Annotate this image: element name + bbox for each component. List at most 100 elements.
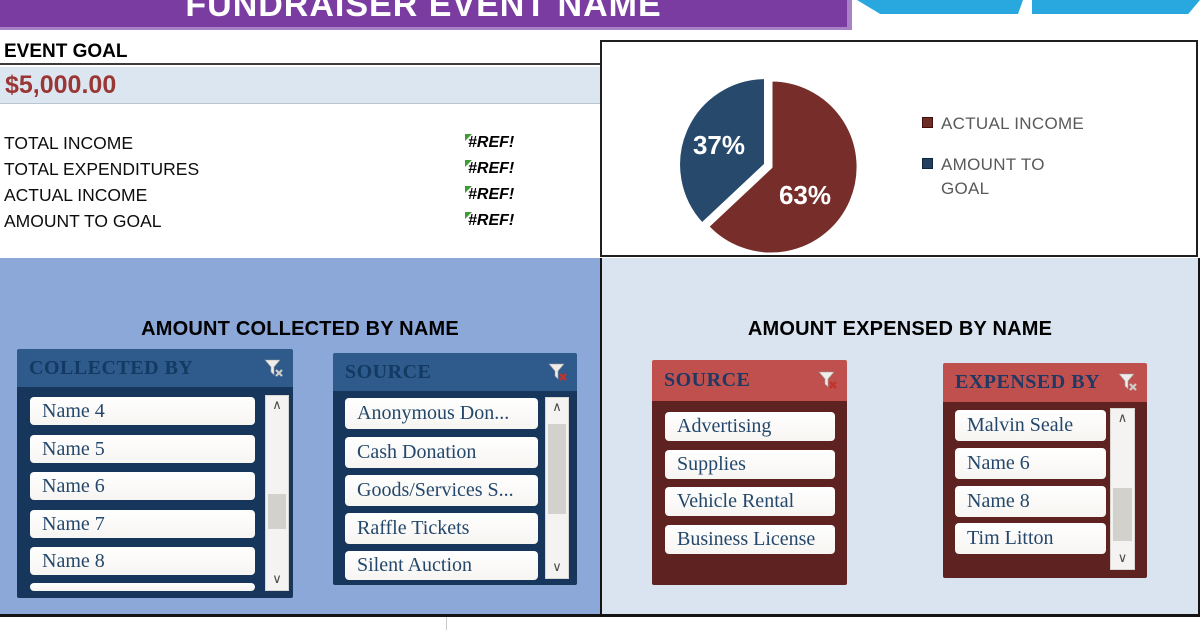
nav-arrow-icon[interactable]	[1032, 0, 1200, 14]
pie-slice-actual-income	[706, 78, 860, 256]
summary-label: ACTUAL INCOME	[4, 185, 148, 205]
slicer-expensed-by: EXPENSED BY Malvin Seale Name 6 Name 8 T…	[943, 363, 1147, 578]
slicer-item-label: Business License	[677, 528, 816, 550]
page-title: FUNDRAISER EVENT NAME	[185, 0, 662, 24]
slicer-item-label: Name 8	[42, 549, 105, 572]
scroll-down-icon[interactable]: ∨	[1117, 551, 1128, 566]
slicer-item[interactable]: Advertising	[665, 412, 835, 441]
scrollbar-thumb[interactable]	[548, 424, 566, 514]
slicer-item[interactable]: Anonymous Don...	[345, 398, 538, 429]
scrollbar[interactable]: ∧ ∨	[1110, 408, 1135, 570]
legend-label: AMOUNT TO GOAL	[941, 155, 1045, 199]
slicer-item[interactable]: Name 5	[30, 435, 255, 463]
slicer-item[interactable]: Tim Litton	[955, 523, 1106, 554]
summary-label: AMOUNT TO GOAL	[4, 211, 162, 231]
slicer-item[interactable]: Name 6	[30, 472, 255, 500]
slicer-expense-source: SOURCE Advertising Supplies Vehicle Rent…	[652, 360, 847, 585]
slicer-item[interactable]: Business License	[665, 525, 835, 554]
summary-value-cell[interactable]: #REF!	[468, 134, 515, 151]
slicer-header-label: SOURCE	[345, 360, 432, 383]
event-goal-cell[interactable]: $5,000.00	[0, 67, 600, 104]
chart-legend: ACTUAL INCOME AMOUNT TO GOAL	[922, 112, 1092, 218]
slicer-header-source: SOURCE	[333, 353, 577, 391]
slicer-item-partial[interactable]	[30, 583, 255, 591]
slicer-item-label: Cash Donation	[357, 441, 477, 463]
slicer-header-label: SOURCE	[664, 369, 751, 391]
slicer-item[interactable]: Name 8	[955, 486, 1106, 517]
slicer-item[interactable]: Vehicle Rental	[665, 487, 835, 516]
error-indicator-icon	[465, 134, 472, 141]
slicer-item-label: Goods/Services S...	[357, 479, 514, 501]
slicer-item-label: Vehicle Rental	[677, 490, 795, 512]
slicer-header-expensed-by: EXPENSED BY	[943, 363, 1147, 402]
clear-filter-icon[interactable]	[547, 363, 568, 382]
scroll-up-icon[interactable]: ∧	[552, 400, 562, 415]
scroll-down-icon[interactable]: ∨	[552, 560, 562, 575]
pie-label-37: 37%	[693, 130, 745, 160]
slicer-header-source: SOURCE	[652, 360, 847, 401]
scrollbar-thumb[interactable]	[268, 494, 286, 529]
slicer-item[interactable]: Cash Donation	[345, 437, 538, 468]
slicer-item-label: Raffle Tickets	[357, 517, 470, 539]
scroll-up-icon[interactable]: ∧	[272, 398, 282, 413]
slicer-item[interactable]: Malvin Seale	[955, 410, 1106, 441]
scrollbar[interactable]: ∧ ∨	[265, 395, 289, 591]
summary-value-cell[interactable]: #REF!	[468, 212, 515, 229]
error-indicator-icon	[465, 186, 472, 193]
expensed-section-title: AMOUNT EXPENSED BY NAME	[747, 318, 1053, 340]
slicer-item-label: Anonymous Don...	[357, 402, 510, 424]
slicer-item[interactable]: Name 7	[30, 510, 255, 538]
slicer-item[interactable]: Name 4	[30, 397, 255, 425]
slicer-item-label: Name 5	[42, 437, 105, 460]
clear-filter-icon[interactable]	[817, 371, 838, 390]
pie-label-63: 63%	[779, 180, 831, 210]
slicer-item-label: Supplies	[677, 453, 746, 475]
summary-label: TOTAL EXPENDITURES	[4, 159, 200, 179]
slicer-item-label: Name 4	[42, 399, 105, 422]
error-indicator-icon	[465, 212, 472, 219]
pie-chart-svg: 37% 63%	[677, 76, 860, 256]
slicer-item-label: Name 6	[42, 474, 105, 497]
slicer-item-label: Name 6	[967, 452, 1030, 474]
slicer-item[interactable]: Raffle Tickets	[345, 513, 538, 544]
slicer-collected-by: COLLECTED BY Name 4 Name 5 Name 6 Name 7…	[17, 349, 293, 598]
nav-arrow-icon[interactable]	[857, 0, 1023, 14]
collected-section-title: AMOUNT COLLECTED BY NAME	[141, 318, 459, 340]
slicer-item-label: Malvin Seale	[967, 414, 1074, 436]
slicer-header-label: EXPENSED BY	[955, 371, 1100, 393]
banner: FUNDRAISER EVENT NAME	[0, 0, 852, 30]
clear-filter-icon[interactable]	[1117, 373, 1138, 392]
slicer-item[interactable]: Silent Auction	[345, 551, 538, 580]
slicer-item-label: Silent Auction	[357, 554, 472, 576]
event-goal-amount: $5,000.00	[5, 71, 117, 99]
summary-value-cell[interactable]: #REF!	[468, 186, 515, 203]
summary-label: TOTAL INCOME	[4, 133, 133, 153]
legend-swatch-amount-to-goal	[922, 158, 933, 170]
legend-entry: ACTUAL INCOME	[922, 112, 1092, 136]
pie-slice-amount-to-goal	[677, 76, 767, 226]
event-goal-label: EVENT GOAL	[4, 41, 128, 62]
slicer-item[interactable]: Name 8	[30, 547, 255, 575]
scrollbar-thumb[interactable]	[1113, 488, 1132, 541]
slicer-item[interactable]: Name 6	[955, 448, 1106, 479]
slicer-income-source: SOURCE Anonymous Don... Cash Donation Go…	[333, 353, 577, 585]
divider	[0, 63, 600, 65]
gridline	[446, 617, 447, 630]
goal-pie-chart: 37% 63% ACTUAL INCOME AMOUNT TO GOAL	[600, 40, 1198, 257]
legend-entry: AMOUNT TO GOAL	[922, 153, 1092, 201]
slicer-header-collected-by: COLLECTED BY	[17, 349, 293, 387]
slicer-header-label: COLLECTED BY	[29, 356, 194, 379]
error-indicator-icon	[465, 160, 472, 167]
summary-value-cell[interactable]: #REF!	[468, 160, 515, 177]
scroll-down-icon[interactable]: ∨	[272, 572, 282, 587]
slicer-item-label: Name 8	[967, 490, 1030, 512]
slicer-item-label: Tim Litton	[967, 527, 1054, 549]
legend-swatch-actual-income	[922, 117, 933, 128]
scrollbar[interactable]: ∧ ∨	[545, 397, 569, 579]
slicer-item-label: Advertising	[677, 415, 772, 437]
slicer-item[interactable]: Goods/Services S...	[345, 475, 538, 506]
clear-filter-icon[interactable]	[263, 359, 284, 378]
slicer-item[interactable]: Supplies	[665, 450, 835, 479]
scroll-up-icon[interactable]: ∧	[1117, 411, 1128, 426]
